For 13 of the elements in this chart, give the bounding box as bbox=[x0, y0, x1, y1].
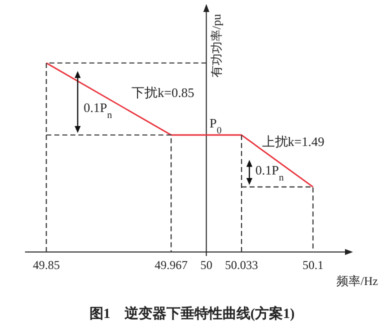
annotation: 0.1P$_{n}$ bbox=[84, 100, 112, 121]
annotation: 0.1P$_{n}$ bbox=[255, 162, 284, 184]
x-tick-label: 50.1 bbox=[302, 258, 324, 272]
annotation: 上扰k=1.49 bbox=[262, 134, 324, 150]
y-axis-title: 有功功率/pu bbox=[209, 14, 224, 78]
annotation: P$_{0}$ bbox=[210, 115, 222, 136]
x-axis-title: 频率/Hz bbox=[336, 274, 378, 288]
x-tick-label: 49.85 bbox=[32, 258, 60, 272]
x-tick-label: 50.033 bbox=[225, 258, 258, 272]
x-tick-label: 49.967 bbox=[154, 258, 188, 272]
text: 图1 逆变器下垂特性曲线(方案1) bbox=[89, 305, 295, 322]
annotation: 下扰k=0.85 bbox=[132, 85, 194, 100]
x-tick-label: 50 bbox=[200, 258, 212, 272]
